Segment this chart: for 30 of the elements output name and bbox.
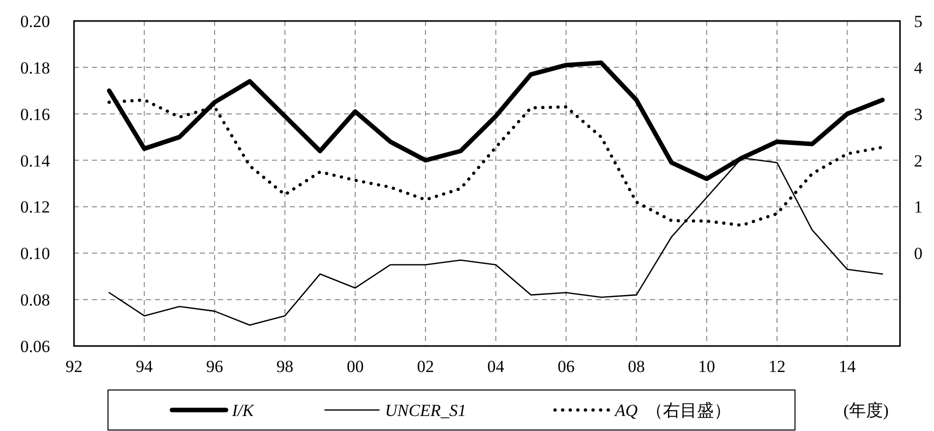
- x-tick-label: 10: [698, 357, 716, 376]
- x-tick-label: 96: [206, 357, 224, 376]
- x-tick-label: 06: [558, 357, 575, 376]
- y-tick-label: 0.10: [20, 244, 50, 264]
- legend-label: AQ （右目盛）: [614, 401, 732, 420]
- legend-label: UNCER_S1: [385, 401, 466, 420]
- y2-tick-label: 5: [914, 12, 922, 31]
- y-tick-label: 0.06: [20, 337, 50, 356]
- x-tick-label: 02: [416, 357, 434, 376]
- legend-label: I/K: [231, 401, 256, 420]
- y-tick-label: 0.12: [20, 198, 50, 217]
- y-tick-label: 0.16: [20, 104, 50, 124]
- x-tick-label: 94: [136, 357, 154, 376]
- x-tick-label: 12: [768, 357, 786, 376]
- x-tick-label: 04: [487, 357, 505, 376]
- y-tick-label: 0.08: [20, 290, 50, 310]
- x-tick-label: 14: [838, 357, 856, 376]
- y2-tick-label: 1: [914, 198, 922, 217]
- y-tick-label: 0.14: [20, 151, 50, 170]
- x-tick-label: 08: [628, 357, 645, 376]
- x-tick-label: 98: [276, 357, 294, 376]
- y2-tick-label: 3: [914, 104, 922, 124]
- x-axis-title: (年度): [843, 401, 889, 420]
- x-tick-label: 92: [66, 357, 82, 376]
- y2-tick-label: 4: [914, 58, 923, 78]
- x-tick-label: 00: [346, 357, 364, 376]
- y2-tick-label: 0: [914, 244, 922, 264]
- y-tick-label: 0.18: [20, 58, 50, 78]
- y2-tick-label: 2: [914, 151, 922, 170]
- y-tick-label: 0.20: [20, 12, 50, 31]
